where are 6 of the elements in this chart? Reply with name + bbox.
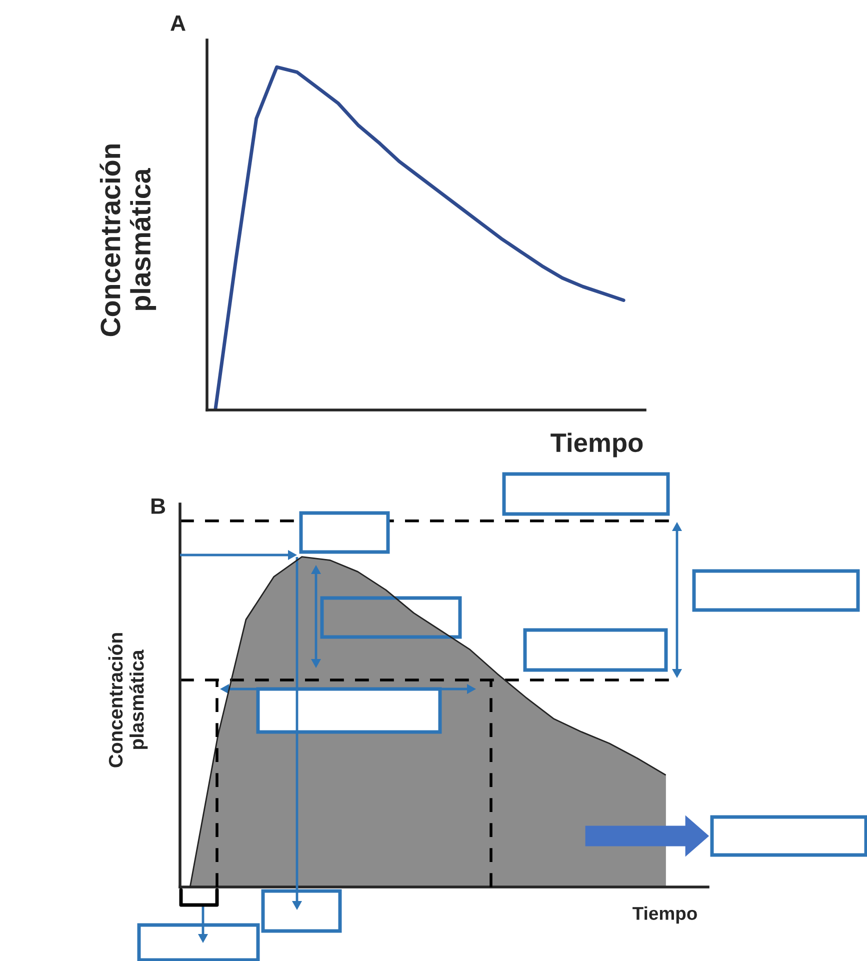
y-axis-title: Concentración plasmática — [100, 144, 156, 336]
x-axis-title: Tiempo — [550, 432, 643, 458]
y-axis-title: Concentración plasmática — [108, 633, 148, 768]
chart-title: B — [151, 498, 166, 514]
chart-title: A — [170, 15, 186, 31]
x-axis-title: Tiempo — [632, 906, 697, 924]
